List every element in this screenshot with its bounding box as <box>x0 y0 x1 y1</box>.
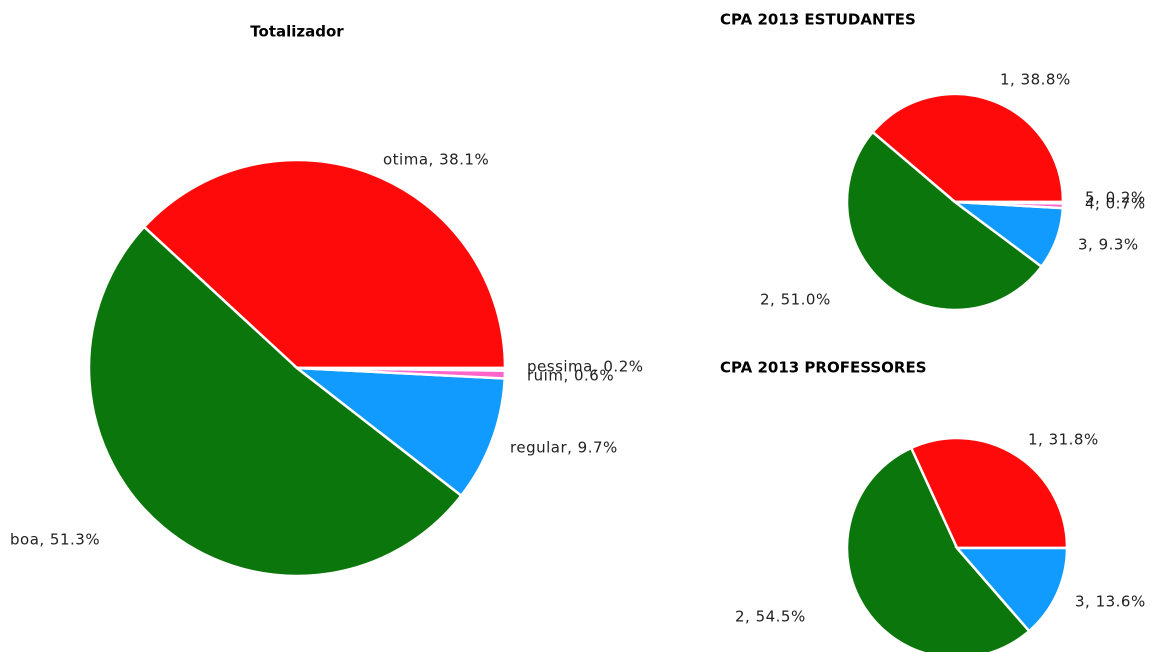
data-label: 1, 31.8% <box>1028 431 1099 449</box>
chart-title: CPA 2013 ESTUDANTES <box>720 11 916 29</box>
data-label: regular, 9.7% <box>510 439 618 457</box>
data-label: ruim, 0.6% <box>527 367 614 385</box>
data-label: 4, 0.7% <box>1085 195 1146 213</box>
data-label: otima, 38.1% <box>383 151 489 169</box>
data-label: boa, 51.3% <box>10 531 100 549</box>
pie-slice <box>845 446 1031 652</box>
data-label: 3, 13.6% <box>1075 593 1146 611</box>
pie-slice <box>954 546 1069 633</box>
pie-slice <box>142 158 507 370</box>
pie-slice <box>954 200 1065 205</box>
pie-slice <box>293 366 507 498</box>
data-label: pessima, 0.2% <box>527 358 644 376</box>
data-label: 2, 54.5% <box>735 608 806 626</box>
pie-slice <box>845 130 1044 312</box>
data-label: 2, 51.0% <box>760 291 831 309</box>
data-label: 5, 0.2% <box>1085 189 1146 207</box>
pie-slice <box>87 225 464 578</box>
data-label: 3, 9.3% <box>1078 236 1139 254</box>
data-label: 1, 38.8% <box>1000 71 1071 89</box>
pie-slice <box>296 366 507 372</box>
chart-title: Totalizador <box>250 23 344 41</box>
pie-slice <box>909 436 1069 550</box>
chart-title: CPA 2013 PROFESSORES <box>720 359 927 377</box>
pie-slice <box>870 92 1065 204</box>
